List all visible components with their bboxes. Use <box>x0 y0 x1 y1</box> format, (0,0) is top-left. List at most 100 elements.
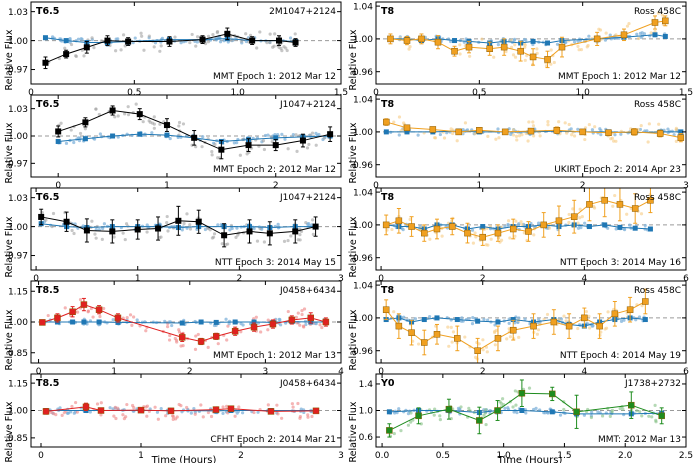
target-point <box>486 45 493 52</box>
target-point <box>579 128 586 136</box>
target-raw-point <box>610 408 615 412</box>
plot-content <box>31 205 341 248</box>
target-raw-point <box>296 311 300 315</box>
reference-raw-point <box>638 127 643 132</box>
target-raw-point <box>640 414 644 418</box>
target-raw-point <box>280 416 284 420</box>
epoch-label: MMT Epoch 1: 2012 Mar 12 <box>558 72 681 82</box>
target-raw-point <box>285 48 289 53</box>
target-raw-point <box>646 140 650 144</box>
x-tick-label: 1.5 <box>334 88 348 98</box>
target-point <box>83 227 90 234</box>
target-point <box>80 301 88 308</box>
target-point <box>626 306 634 313</box>
reference-raw-point <box>564 40 568 44</box>
target-raw-point <box>124 222 129 226</box>
target-raw-point <box>567 212 571 217</box>
target-raw-point <box>564 319 568 323</box>
target-raw-point <box>113 115 117 119</box>
x-tick-label: 4 <box>581 367 587 377</box>
reference-raw-point <box>534 406 538 410</box>
reference-raw-point <box>201 135 205 139</box>
target-raw-point <box>147 34 151 38</box>
reference-raw-point <box>558 413 563 417</box>
reference-raw-point <box>195 40 199 44</box>
target-raw-point <box>259 330 263 334</box>
target-raw-point <box>509 38 513 42</box>
epoch-label: NTT Epoch 4: 2014 May 19 <box>560 351 681 361</box>
target-point <box>474 347 481 354</box>
target-raw-point <box>116 406 120 410</box>
epoch-label: MMT: 2012 Mar 13 <box>598 435 681 445</box>
target-raw-point <box>90 219 94 223</box>
target-raw-point <box>526 139 530 143</box>
reference-raw-point <box>72 140 76 145</box>
reference-raw-point <box>507 321 511 325</box>
target-raw-point <box>134 102 138 106</box>
reference-raw-point <box>58 406 62 410</box>
x-tick-label: 1 <box>476 181 482 191</box>
object-name-label: Ross 458C <box>634 7 681 17</box>
x-tick-label: 2.5 <box>679 451 693 461</box>
reference-raw-point <box>228 228 232 232</box>
target-raw-point <box>226 324 230 328</box>
target-raw-point <box>654 418 658 422</box>
target-raw-point <box>322 136 326 140</box>
reference-raw-point <box>467 317 471 321</box>
reference-raw-point <box>256 410 260 414</box>
reference-raw-point <box>66 411 70 415</box>
reference-raw-point <box>241 411 245 415</box>
target-point <box>494 229 502 237</box>
target-raw-point <box>546 123 550 127</box>
target-point <box>54 314 61 322</box>
target-point <box>114 314 122 322</box>
target-raw-point <box>300 309 304 313</box>
target-raw-point <box>547 226 552 230</box>
x-tick-label: 0.0 <box>375 451 390 461</box>
spectral-type-label: T8 <box>381 192 394 203</box>
x-tick-label: 1.0 <box>231 88 246 98</box>
target-raw-point <box>311 232 315 236</box>
target-point <box>517 47 524 55</box>
reference-raw-point <box>413 317 418 321</box>
target-raw-point <box>286 147 290 151</box>
reference-raw-point <box>572 40 577 44</box>
target-raw-point <box>486 243 490 247</box>
target-raw-point <box>519 220 523 224</box>
target-point <box>455 128 462 136</box>
target-raw-point <box>141 120 145 124</box>
reference-raw-point <box>288 36 293 40</box>
x-tick-label: 0 <box>55 181 61 191</box>
target-raw-point <box>604 31 608 35</box>
reference-raw-point <box>263 133 268 138</box>
y-tick-label: 0.97 <box>8 66 28 76</box>
target-raw-point <box>208 228 212 232</box>
ylabel-col1-row2: Relative Flux <box>4 122 15 183</box>
target-raw-point <box>210 236 215 240</box>
target-raw-point <box>152 115 156 119</box>
reference-raw-point <box>512 37 517 41</box>
reference-series-line <box>390 34 666 44</box>
reference-point <box>652 32 658 38</box>
target-point <box>451 47 458 55</box>
x-tick-label: 1.5 <box>679 88 693 98</box>
target-raw-point <box>289 234 293 238</box>
target-raw-point <box>166 321 170 326</box>
target-raw-point <box>266 328 270 332</box>
target-raw-point <box>210 149 214 154</box>
reference-raw-point <box>68 37 72 41</box>
target-point <box>382 221 390 229</box>
reference-raw-point <box>221 411 225 416</box>
target-raw-point <box>438 417 442 422</box>
reference-raw-point <box>517 222 521 226</box>
y-tick-label: 1.15 <box>8 287 28 297</box>
target-raw-point <box>609 137 613 141</box>
reference-raw-point <box>590 128 595 132</box>
target-raw-point <box>254 315 258 319</box>
target-raw-point <box>406 423 411 427</box>
target-raw-point <box>551 54 555 58</box>
target-point <box>175 217 182 224</box>
target-point <box>558 43 566 51</box>
target-point <box>418 35 425 43</box>
target-raw-point <box>275 403 279 407</box>
